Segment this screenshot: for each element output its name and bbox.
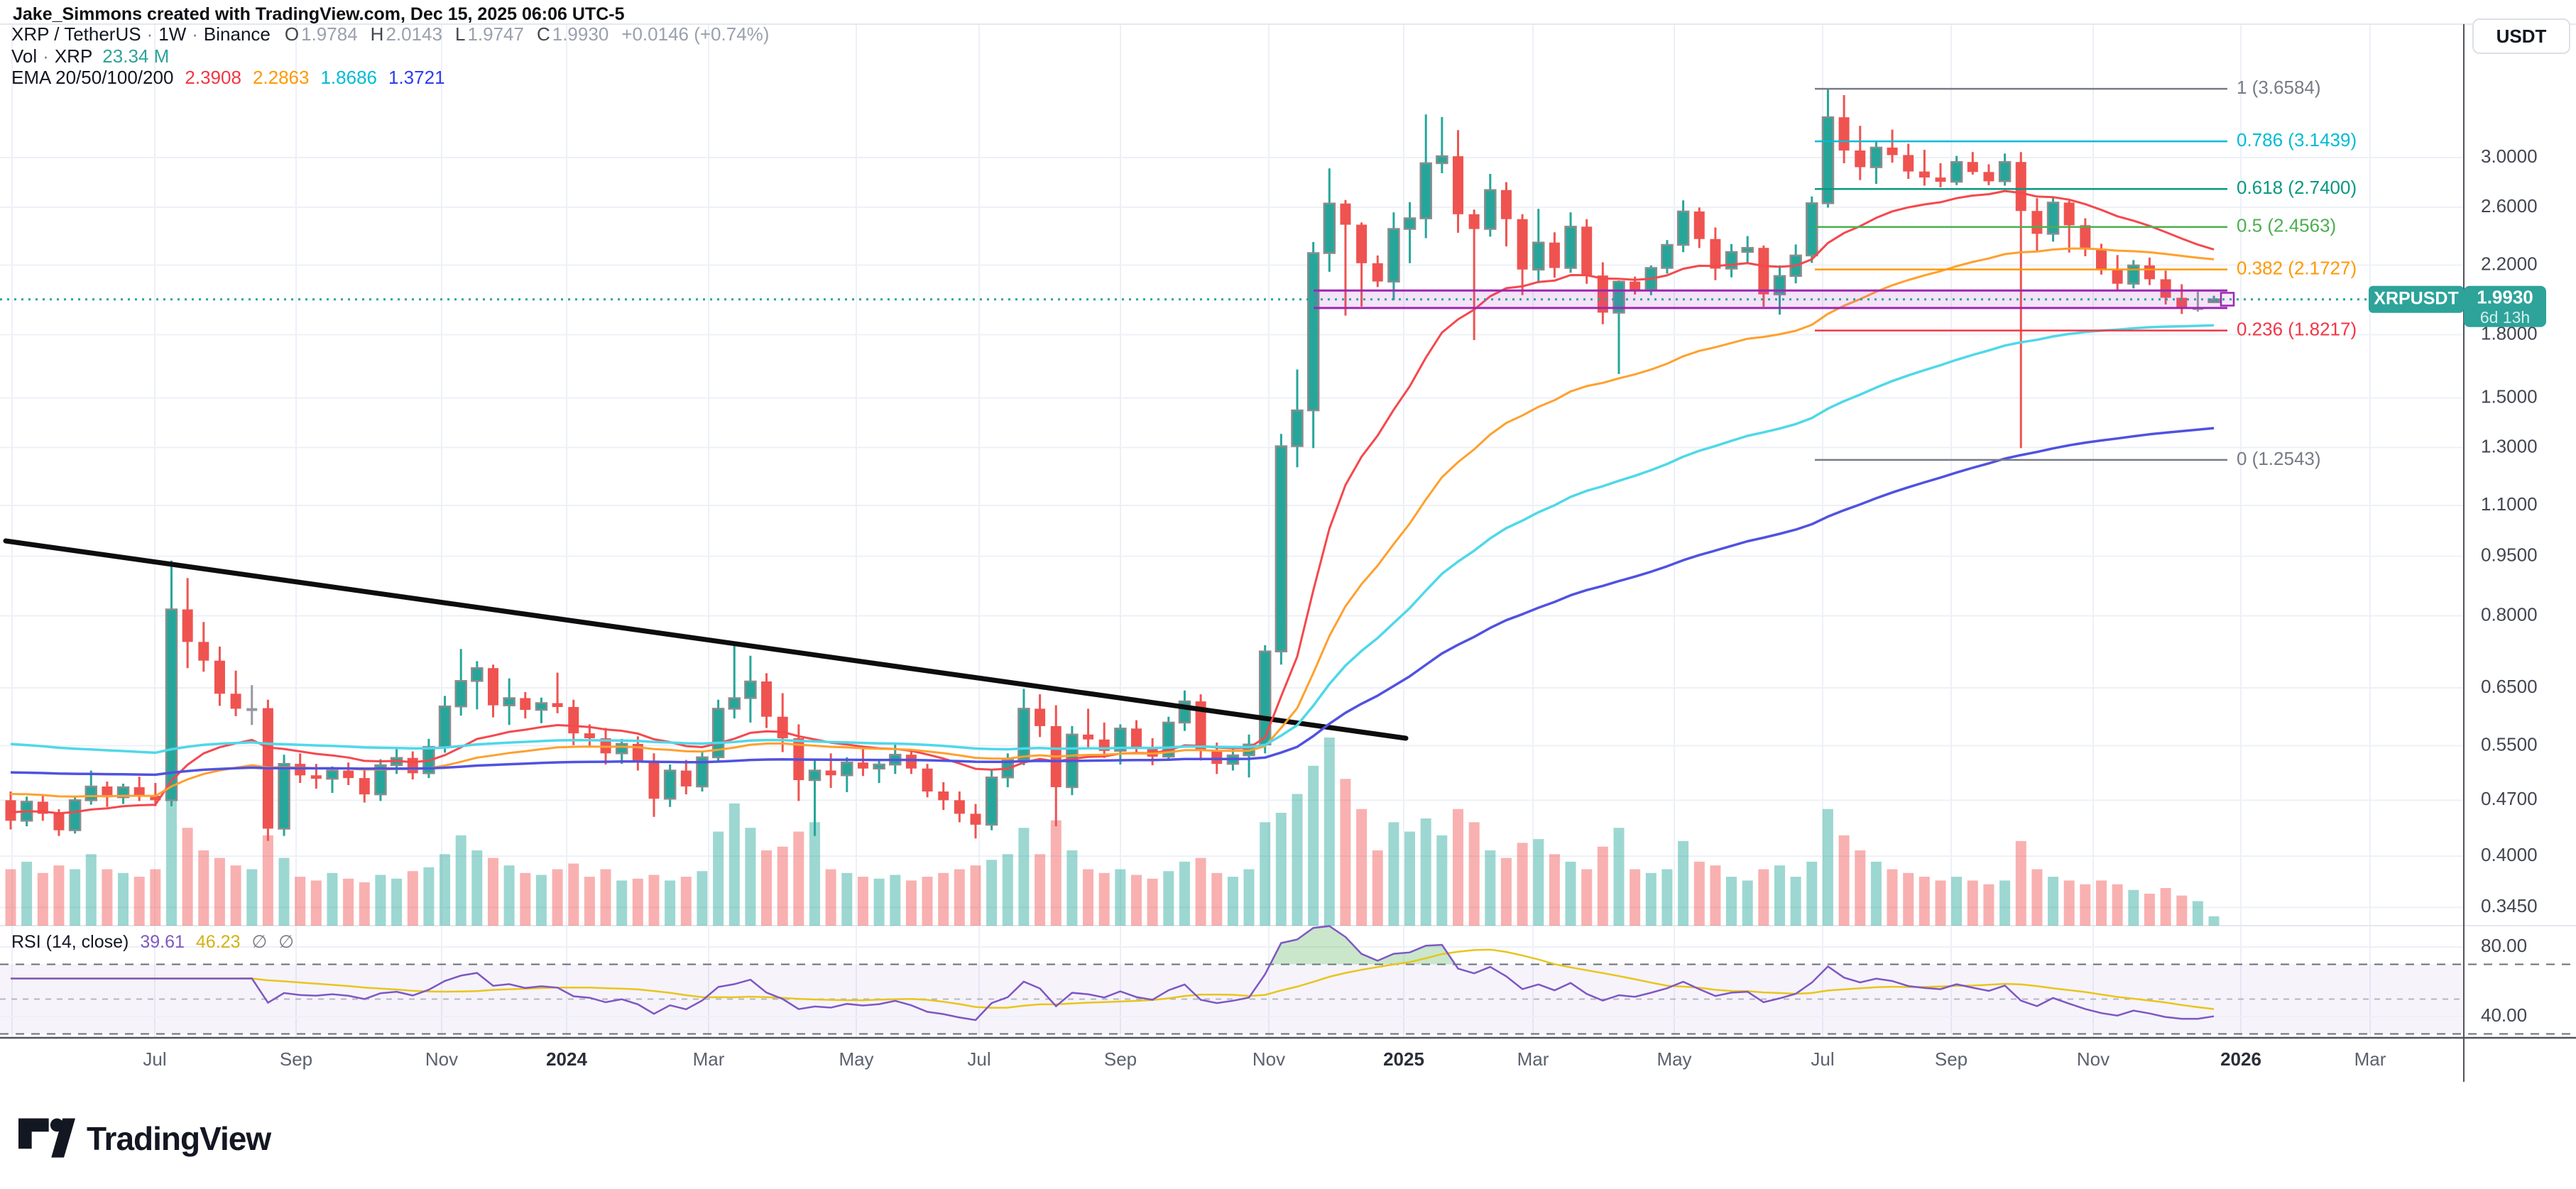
price-tick-label: 2.6000: [2481, 195, 2538, 217]
price-tick-label: 3.0000: [2481, 146, 2538, 167]
volume-value: 23.34 M: [102, 45, 170, 67]
price-tick-label: 2.2000: [2481, 253, 2538, 274]
rsi-tick-label: 40.00: [2481, 1004, 2527, 1026]
legend-ema-row[interactable]: EMA 20/50/100/200 2.3908 2.2863 1.8686 1.37…: [11, 67, 445, 89]
ema-200-line: [10, 427, 2215, 777]
time-axis-label: Jul: [967, 1048, 990, 1070]
rsi-ma-line: [11, 948, 2215, 1010]
legend-volume-row[interactable]: Vol · XRP 23.34 M: [11, 45, 169, 67]
price-band: [1314, 290, 2227, 308]
price-tick-label: 1.5000: [2481, 385, 2538, 407]
rsi-ma-value: 46.23: [195, 931, 241, 952]
time-axis-label: Sep: [1104, 1048, 1137, 1070]
price-tick-label: 1.1000: [2481, 493, 2538, 515]
high-label: H: [370, 23, 384, 45]
interval-label: 1W: [158, 23, 187, 45]
ema-20-line: [10, 190, 2215, 815]
price-tick-label: 0.3450: [2481, 895, 2538, 916]
low-value: 1.9747: [467, 23, 524, 45]
fib-label: 0.382 (2.1727): [2237, 257, 2357, 278]
tradingview-wordmark: TradingView: [87, 1120, 271, 1157]
volume-bars: [5, 738, 2220, 926]
ema-value: 1.8686: [320, 67, 377, 88]
rsi-label: RSI (14, close): [11, 931, 129, 952]
price-badge: [2464, 285, 2546, 327]
exchange-label: Binance: [203, 23, 271, 45]
rsi-empty-icon: ∅: [251, 932, 268, 952]
time-axis-label: 2024: [546, 1048, 587, 1070]
ema-value: 2.3908: [185, 67, 241, 88]
separator-dot: ·: [146, 23, 153, 45]
symbol-price-label: [2369, 285, 2464, 313]
time-axis-label: 2025: [1383, 1048, 1424, 1070]
open-label: O: [284, 23, 300, 45]
time-axis-label: May: [1657, 1048, 1691, 1070]
ema-100-line: [10, 324, 2215, 755]
time-axis-label: Mar: [1517, 1048, 1549, 1070]
rsi-tick-label: 80.00: [2481, 935, 2527, 956]
ema-label: EMA 20/50/100/200: [11, 67, 174, 88]
symbol-name: XRP / TetherUS: [11, 23, 141, 45]
fib-label: 0.5 (2.4563): [2237, 215, 2336, 236]
close-value: 1.9930: [552, 23, 609, 45]
separator-dot: ·: [43, 45, 49, 67]
change-value: +0.0146 (+0.74%): [621, 23, 770, 45]
price-tick-label: 1.3000: [2481, 435, 2538, 456]
attribution-text: Jake_Simmons created with TradingView.co…: [13, 4, 625, 24]
fib-label: 0.618 (2.7400): [2237, 177, 2357, 198]
ema-value: 2.2863: [252, 67, 310, 88]
volume-label: Vol: [11, 45, 38, 67]
band-handle: [2220, 292, 2235, 307]
price-tick-label: 0.9500: [2481, 544, 2538, 565]
currency-toggle-button[interactable]: USDT: [2472, 18, 2570, 54]
price-tick-label: 0.4700: [2481, 788, 2538, 809]
price-tick-label: 0.8000: [2481, 603, 2538, 625]
time-axis-label: Sep: [280, 1048, 312, 1070]
time-axis-label: Nov: [1252, 1048, 1285, 1070]
svg-text:6d 13h: 6d 13h: [2480, 308, 2530, 327]
high-value: 2.0143: [386, 23, 442, 45]
tradingview-mark-icon: [18, 1118, 75, 1158]
time-axis-label: May: [839, 1048, 873, 1070]
time-axis-label: Nov: [425, 1048, 458, 1070]
time-axis-label: 2026: [2220, 1048, 2261, 1070]
rsi-value: 39.61: [140, 931, 185, 952]
ema-values: 2.3908 2.2863 1.8686 1.3721: [185, 67, 444, 89]
rsi-empty-icon: ∅: [278, 932, 295, 952]
time-axis-label: Mar: [693, 1048, 725, 1070]
time-axis-label: Jul: [143, 1048, 166, 1070]
fib-label: 0.236 (1.8217): [2237, 318, 2357, 339]
svg-text:XRPUSDT: XRPUSDT: [2374, 288, 2458, 308]
rsi-legend-row[interactable]: RSI (14, close) 39.61 46.23 ∅ ∅: [11, 931, 305, 953]
ema-value: 1.3721: [388, 67, 445, 88]
trendline: [3, 538, 1409, 741]
price-tick-label: 0.6500: [2481, 676, 2538, 697]
price-tick-label: 0.4000: [2481, 844, 2538, 865]
candles: [5, 89, 2220, 841]
time-axis-label: Jul: [1811, 1048, 1834, 1070]
low-label: L: [454, 23, 466, 45]
close-label: C: [536, 23, 550, 45]
fib-label: 1 (3.6584): [2237, 77, 2321, 98]
tradingview-logo[interactable]: TradingView: [18, 1116, 271, 1161]
fib-label: 0 (1.2543): [2237, 448, 2321, 469]
price-tick-label: 0.5500: [2481, 733, 2538, 755]
open-value: 1.9784: [301, 23, 358, 45]
fib-label: 0.786 (3.1439): [2237, 129, 2357, 150]
fib-levels: 1 (3.6584) 0.786 (3.1439) 0.618 (2.7400) 0.…: [1815, 77, 2357, 469]
svg-text:1.9930: 1.9930: [2477, 287, 2533, 308]
time-axis-label: Sep: [1935, 1048, 1968, 1070]
time-axis-label: Nov: [2077, 1048, 2110, 1070]
volume-symbol: XRP: [54, 45, 93, 67]
rsi-line: [11, 925, 2215, 1021]
separator-dot: ·: [192, 23, 198, 45]
time-axis-label: Mar: [2354, 1048, 2386, 1070]
